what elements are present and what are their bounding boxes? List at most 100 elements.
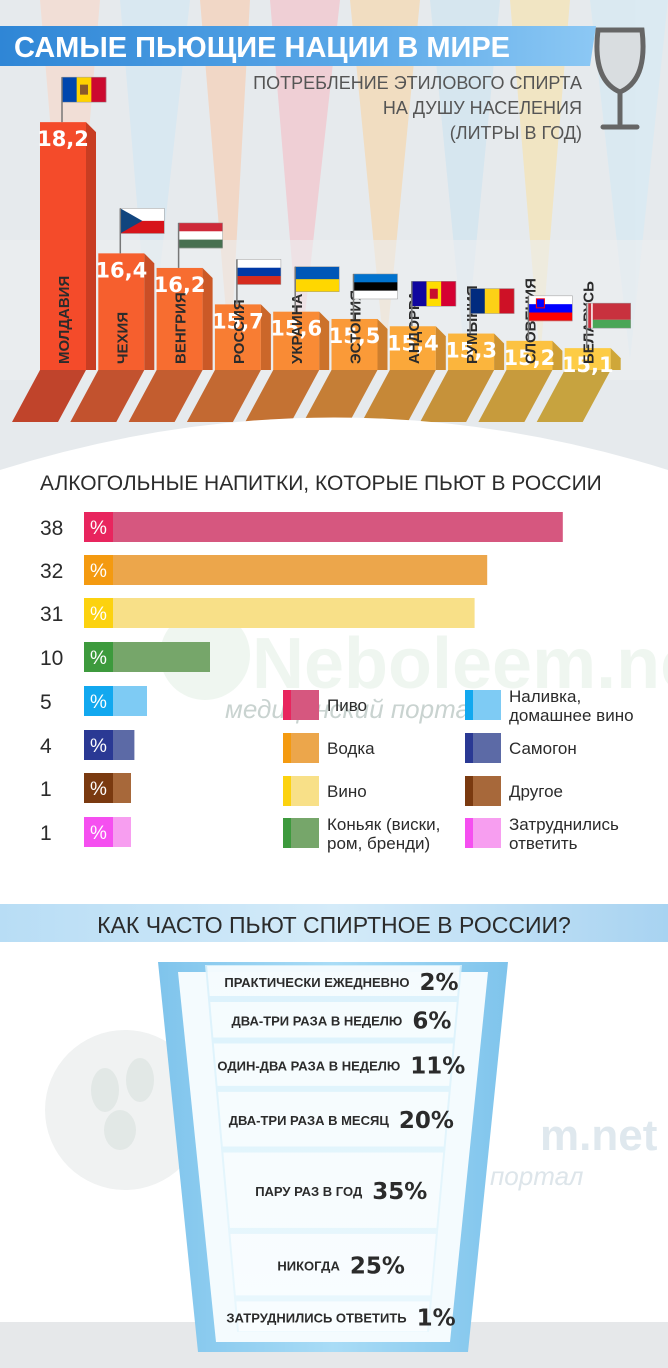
russia-flag-icon: [236, 259, 282, 285]
bar-floor-0: [12, 370, 86, 422]
frequency-label: ОДИН-ДВА РАЗА В НЕДЕЛЮ: [217, 1059, 400, 1074]
drink-value-label: 38: [40, 517, 63, 540]
country-name-label: ВЕНГРИЯ: [173, 292, 190, 364]
belarus-flag-icon: [586, 302, 631, 329]
romania-flag-icon: [469, 288, 515, 314]
watermark-brand: Neboleem.net: [252, 624, 668, 704]
drink-bar-accent: [84, 773, 113, 803]
frequency-rows: ПРАКТИЧЕСКИ ЕЖЕДНЕВНО 2% ДВА-ТРИ РАЗА В НЕ…: [207, 966, 465, 1332]
watermark-2: m.net портал: [45, 1030, 658, 1191]
bar-floor-2: [128, 370, 203, 422]
country-value-label: 15,6: [270, 317, 322, 341]
frequency-label: НИКОГДА: [277, 1259, 340, 1274]
legend-label: Водка: [327, 739, 375, 758]
bar-floor-6: [361, 370, 436, 422]
frequency-value-label: 20%: [399, 1108, 454, 1134]
legend-label-line-1: Наливка,: [509, 687, 581, 706]
drink-value-label: 1: [40, 778, 52, 801]
bar-floor-7: [420, 370, 495, 422]
country-value-label: 15,4: [387, 331, 439, 355]
drinks-bars: 38 % 32 % 31 % 10 % 5 % 4 % 1 % 1%: [40, 512, 563, 847]
frequency-row-bg: [230, 1233, 436, 1296]
andorra-flag-icon: [411, 281, 457, 307]
country-name-label: УКРАИНА: [289, 293, 306, 364]
country-bar-side: [610, 348, 621, 370]
country-name-label: АНДОРРА: [406, 290, 423, 364]
country-bar: [273, 311, 320, 370]
country-value-label: 16,2: [154, 273, 206, 297]
drink-bar: [84, 512, 563, 542]
country-bar-side: [435, 326, 446, 370]
legend-swatch-accent: [283, 690, 291, 720]
frequency-label: ЗАТРУДНИЛИСЬ ОТВЕТИТЬ: [226, 1310, 406, 1325]
legend-label-line-2: ответить: [509, 834, 578, 853]
bar-floor-9: [536, 370, 611, 422]
drink-bar-accent: [84, 642, 113, 672]
country-bar: [564, 348, 611, 370]
drink-bar-accent: [84, 730, 113, 760]
drink-bar: [84, 598, 475, 628]
country-value-label: 15,5: [329, 324, 381, 348]
country-bar-side: [202, 267, 213, 370]
legend-label: Пиво: [327, 696, 367, 715]
frequency-row-bg: [213, 1043, 453, 1086]
frequency-value-label: 11%: [410, 1054, 465, 1080]
country-name-label: ЧЕХИЯ: [114, 312, 131, 364]
bar-floor-5: [303, 370, 378, 422]
country-value-label: 16,4: [95, 258, 147, 282]
country-bar-side: [494, 333, 505, 370]
country-name-label: РОССИЯ: [231, 299, 248, 364]
bar-floor-4: [245, 370, 320, 422]
drink-bar: [84, 555, 488, 585]
bar-floor-8: [478, 370, 553, 422]
legend-label: Самогон: [509, 739, 577, 758]
country-bar: [40, 122, 86, 370]
frequency-value-label: 6%: [412, 1009, 451, 1035]
drink-bar-accent: [84, 512, 113, 542]
drink-bar-accent: [84, 686, 113, 716]
country-name-label: ЭСТОНИЯ: [348, 290, 365, 364]
bar-floor-3: [186, 370, 261, 422]
country-bar: [389, 326, 436, 370]
legend-swatch-accent: [465, 776, 473, 806]
frequency-value-label: 2%: [420, 970, 459, 996]
subtitle-line-2: НА ДУШУ НАСЕЛЕНИЯ: [383, 98, 582, 118]
legend-swatch-accent: [283, 733, 291, 763]
country-bar: [214, 304, 261, 370]
drink-value-label: 4: [40, 735, 52, 758]
country-value-label: 15,7: [212, 309, 264, 333]
frequency-label: ПРАКТИЧЕСКИ ЕЖЕДНЕВНО: [224, 975, 409, 990]
frequency-row-bg: [236, 1301, 430, 1332]
slovenia-flag-icon: [528, 295, 573, 322]
drink-value-label: 1: [40, 822, 52, 845]
country-bar: [156, 267, 203, 370]
percent-sign: %: [90, 779, 107, 800]
main-title: САМЫЕ ПЬЮЩИЕ НАЦИИ В МИРЕ: [14, 32, 510, 64]
country-bar-side: [260, 304, 271, 370]
drinks-legend: Пиво Водка Вино Коньяк (виски,ром, бренди) Н…: [283, 687, 634, 853]
frequency-label: ПАРУ РАЗ В ГОД: [255, 1184, 363, 1199]
watermark-brand-2: m.net: [540, 1111, 658, 1160]
estonia-flag-icon: [353, 273, 398, 300]
country-bar-side: [319, 311, 330, 370]
frequency-title-band: [0, 904, 668, 942]
country-bar: [331, 318, 378, 370]
legend-swatch-accent: [283, 776, 291, 806]
country-value-label: 15,2: [503, 346, 555, 370]
legend-swatch-accent: [465, 733, 473, 763]
subtitle-line-1: ПОТРЕБЛЕНИЕ ЭТИЛОВОГО СПИРТА: [253, 73, 582, 93]
frequency-row-bg: [207, 966, 460, 996]
frequency-title: КАК ЧАСТО ПЬЮТ СПИРТНОЕ В РОССИИ?: [97, 912, 571, 938]
legend-swatch-accent: [465, 690, 473, 720]
country-bar-side: [86, 122, 96, 370]
moldova-flag-icon: [61, 76, 107, 103]
wine-glass-icon: [594, 27, 646, 130]
legend-label-line-2: домашнее вино: [509, 706, 634, 725]
country-value-label: 18,2: [37, 127, 89, 151]
hungary-flag-icon: [178, 222, 223, 249]
watermark-tagline: медицинский портал: [225, 694, 485, 724]
country-bar: [448, 333, 495, 370]
czech-flag-icon: [120, 208, 165, 234]
